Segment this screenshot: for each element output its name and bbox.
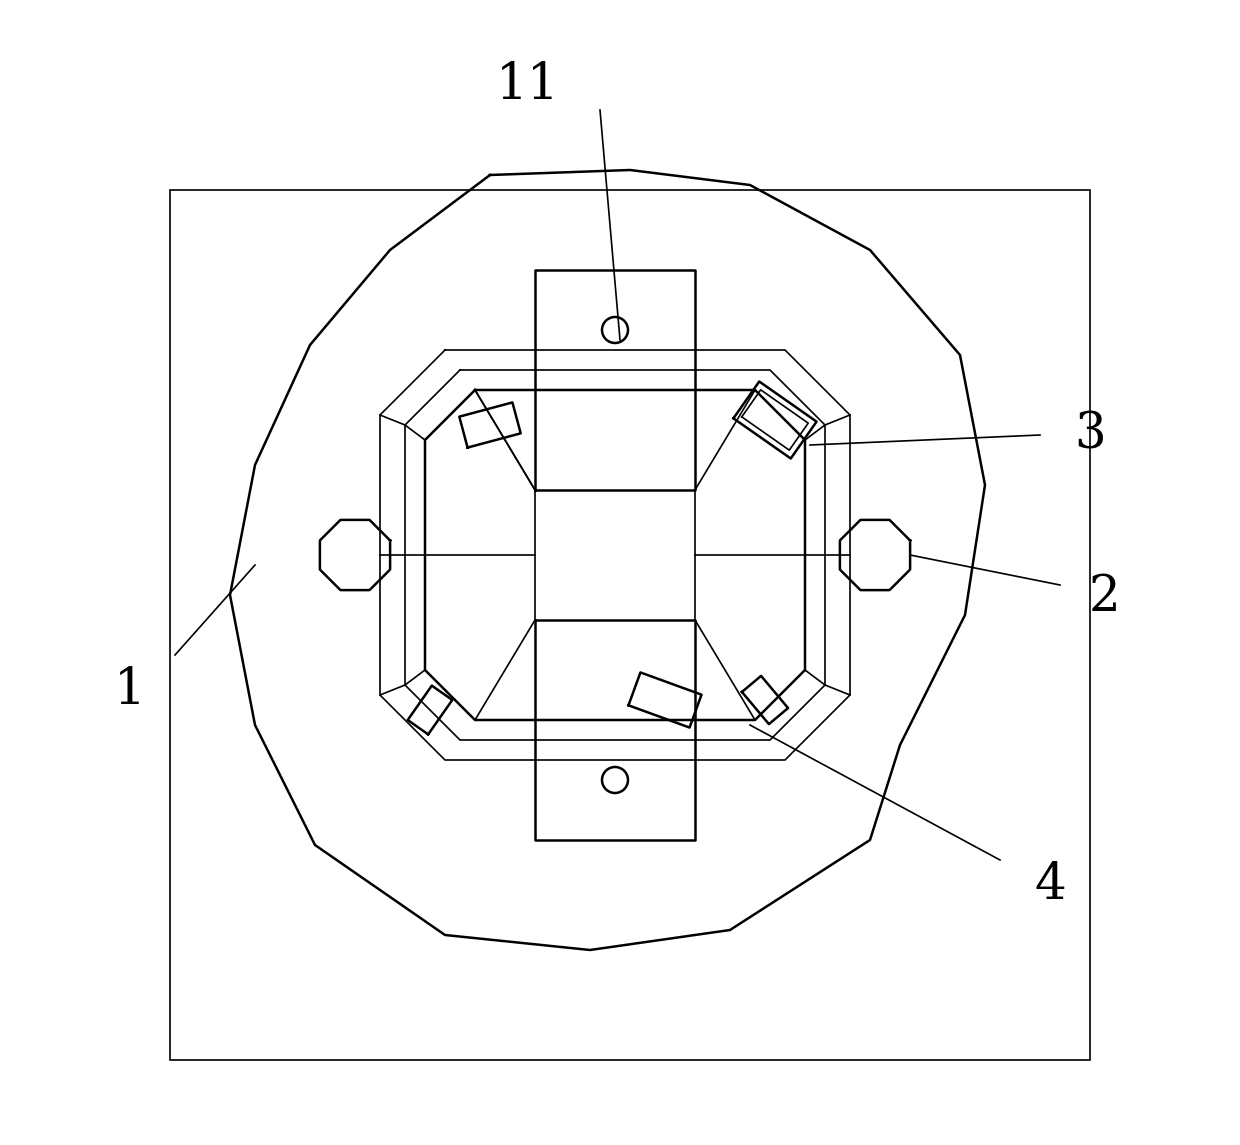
Text: 11: 11 xyxy=(496,61,560,110)
Text: 4: 4 xyxy=(1034,860,1066,910)
Text: 2: 2 xyxy=(1089,572,1121,622)
Text: 1: 1 xyxy=(114,665,146,714)
Text: 3: 3 xyxy=(1074,410,1106,460)
Bar xyxy=(170,190,1090,1060)
